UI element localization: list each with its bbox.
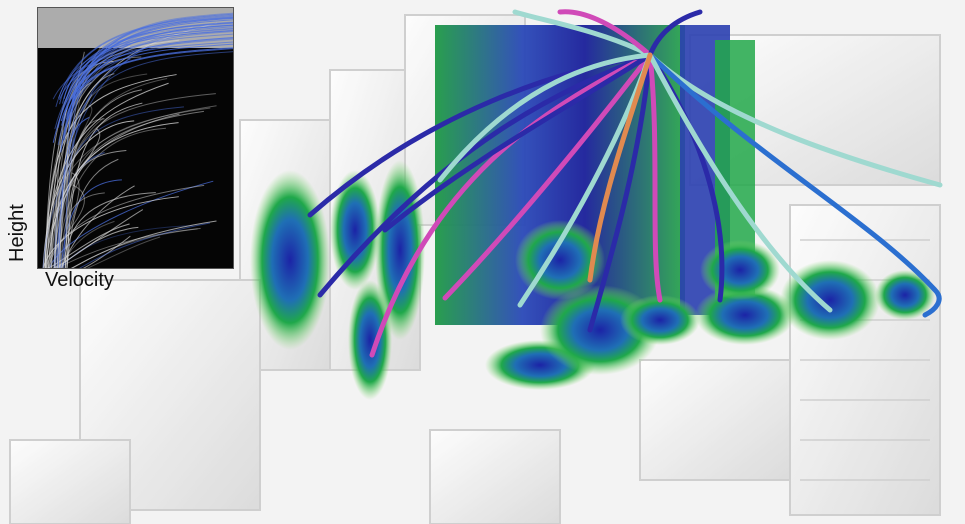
inset-line bbox=[53, 110, 204, 268]
inset-line bbox=[56, 78, 168, 268]
inset-line bbox=[64, 118, 105, 268]
x-axis-label: Velocity bbox=[45, 269, 114, 291]
inset-line bbox=[66, 158, 119, 268]
inset-line bbox=[61, 22, 233, 104]
inset-line bbox=[59, 192, 105, 268]
inset-line bbox=[42, 131, 74, 268]
building bbox=[9, 439, 131, 524]
inset-line bbox=[65, 26, 233, 104]
inset-line bbox=[72, 12, 233, 136]
inset-line bbox=[62, 192, 156, 268]
inset-line bbox=[58, 28, 233, 99]
inset-line-bundle bbox=[42, 12, 233, 268]
inset-line bbox=[45, 113, 180, 268]
inset-line bbox=[46, 22, 218, 268]
inset-line bbox=[58, 107, 211, 268]
inset-line bbox=[66, 43, 233, 111]
inset-line bbox=[68, 51, 233, 154]
inset-line bbox=[56, 106, 184, 268]
inset-line bbox=[52, 38, 233, 100]
inset-line bbox=[51, 89, 142, 268]
inset-line bbox=[60, 47, 233, 122]
inset-line bbox=[60, 37, 233, 149]
inset-line bbox=[63, 13, 233, 141]
inset-line bbox=[71, 33, 233, 104]
inset-line bbox=[51, 236, 161, 268]
inset-line bbox=[57, 220, 115, 268]
inset-plot bbox=[38, 8, 233, 268]
inset-line bbox=[57, 127, 166, 268]
inset-line bbox=[54, 73, 115, 268]
inset-line bbox=[54, 27, 233, 130]
building bbox=[639, 359, 791, 481]
inset-line bbox=[65, 222, 210, 268]
inset-line bbox=[46, 209, 144, 268]
inset-line bbox=[57, 31, 233, 145]
inset-line bbox=[72, 24, 233, 99]
inset-line bbox=[71, 22, 233, 113]
inset-line bbox=[60, 179, 122, 268]
inset-line bbox=[63, 30, 233, 100]
inset-line bbox=[45, 184, 85, 268]
inset-line bbox=[44, 82, 169, 268]
inset-line bbox=[60, 24, 233, 153]
inset-line bbox=[59, 93, 216, 268]
inset-line bbox=[61, 228, 198, 268]
inset-line bbox=[54, 235, 131, 268]
building bbox=[429, 429, 561, 524]
velocity-height-inset bbox=[37, 7, 234, 269]
inset-line bbox=[62, 220, 217, 268]
y-axis-label: Height bbox=[6, 204, 28, 262]
building-grid-lines bbox=[800, 239, 930, 481]
inset-line bbox=[55, 15, 233, 107]
inset-line bbox=[66, 29, 233, 145]
inset-line bbox=[57, 116, 90, 268]
streamlines bbox=[307, 9, 943, 358]
